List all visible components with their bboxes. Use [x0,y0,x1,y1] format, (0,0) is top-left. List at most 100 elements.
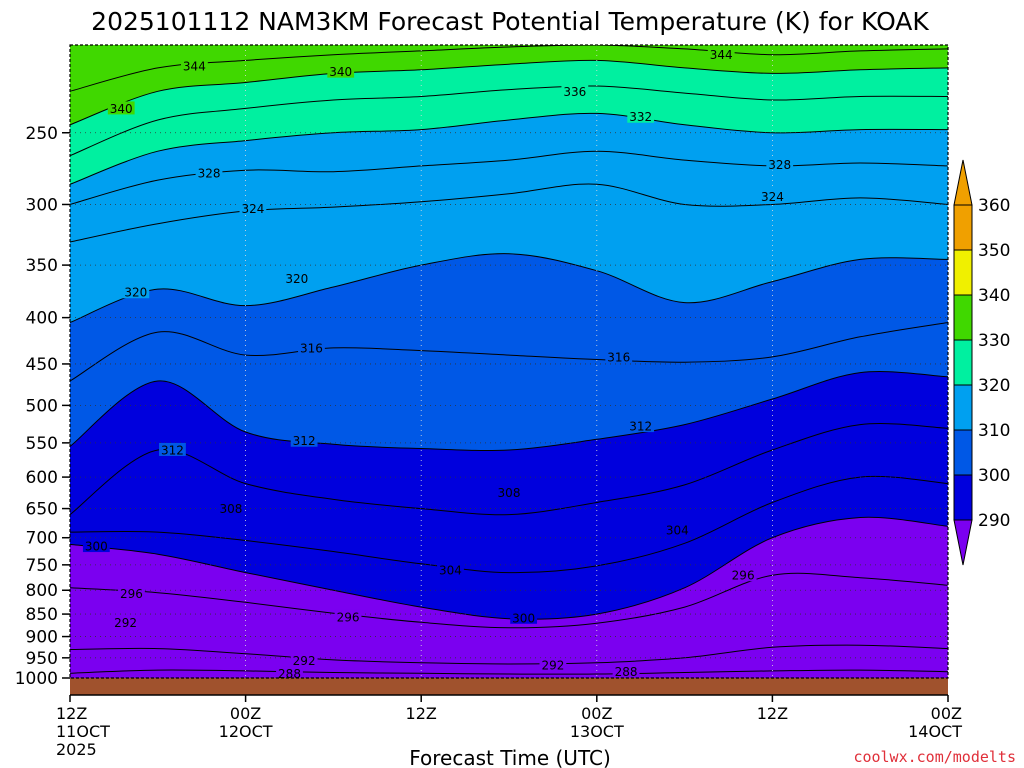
contour-label-bg [663,522,691,536]
contour-label-bg [283,271,311,285]
isentrope-line [70,85,948,157]
contour-label: 316 [300,341,323,355]
credit-text: coolwx.com/modelts [853,748,1016,766]
x-tick-label: 00Z [931,704,962,723]
x-tick-date-label: 14OCT [908,722,962,741]
x-tick-label: 12Z [757,704,788,723]
x-tick-label: 00Z [230,704,261,723]
x-tick-date-label: 11OCT [56,722,110,741]
contour-label-bg [122,285,150,299]
chart-title: 2025101112 NAM3KM Forecast Potential Tem… [91,7,929,36]
band-fill [70,45,948,92]
contour-label-bg [759,189,786,203]
contour-label: 300 [512,611,535,625]
contour-label: 344 [183,60,206,74]
y-tick-label: 600 [26,468,58,488]
contour-label: 312 [161,443,184,457]
y-tick-label: 500 [26,396,58,416]
x-tick-date-label: 13OCT [570,722,624,741]
contour-label: 304 [666,523,689,537]
y-tick-label: 450 [26,355,58,375]
contour-label-bg [118,586,145,600]
x-tick-label: 12Z [406,704,437,723]
contour-label-bg [605,349,633,363]
contour-label-bg [276,666,303,680]
contour-label: 340 [329,65,352,79]
plot-frame [69,44,949,679]
x-tick-year-label: 2025 [56,740,97,759]
contour-label: 316 [607,350,630,364]
contour-lines [70,45,948,675]
y-tick-label: 750 [26,556,58,576]
contour-label: 328 [768,158,791,172]
contour-label: 296 [732,569,755,583]
contour-label: 308 [498,486,521,500]
isentrope-line [70,423,948,516]
contour-label: 340 [110,102,133,116]
contour-label-bg [539,658,567,672]
isentrope-line [70,371,948,452]
contour-labels: 344 340 340 344 336 332 328 328 324 324 320 320 316 3… [82,47,794,681]
contour-label-bg [627,109,655,123]
contour-label: 312 [629,420,652,434]
colorbar-segment [953,384,973,431]
contour-label-bg [107,101,135,115]
contour-label-bg [298,340,325,354]
plot-area: 344 340 340 344 336 332 328 328 324 324 320 320 316 3… [69,45,949,695]
contour-label: 288 [615,665,638,679]
y-tick-label: 700 [26,529,58,549]
contour-label-bg [707,47,735,61]
x-tick-label: 12Z [56,704,87,723]
colorbar-label: 340 [978,286,1010,306]
contour-label-bg [437,563,464,577]
y-tick-label: 350 [26,256,58,276]
contour-label-bg [290,653,318,667]
contour-label-bg [627,419,655,433]
contour-label: 336 [563,85,586,99]
contour-label: 344 [710,48,733,62]
filled-contours [70,45,948,678]
contour-label: 320 [285,272,308,286]
contour-label-bg [112,615,140,629]
contour-label-bg [766,157,794,171]
colorbar-extend-low [953,519,973,566]
y-tick-label: 850 [26,605,58,625]
colorbar-label: 310 [978,421,1010,441]
colorbar-segment [953,249,973,296]
colorbar-segment [953,294,973,341]
isentrope-line [70,45,948,92]
colorbar-extend-high [953,159,973,206]
contour-label-bg [334,609,362,623]
contour-label-bg [729,568,757,582]
y-tick-label: 1000 [15,669,58,689]
contour-label: 328 [198,167,221,181]
y-tick-label: 300 [26,195,58,215]
contour-label: 324 [761,190,784,204]
contour-label-bg [561,84,589,98]
colorbar: 290 300 310 320 330 340 350 360 [953,159,1010,566]
y-tick-label: 250 [26,124,58,144]
y-tick-label: 400 [26,309,58,329]
colorbar-segment [953,429,973,476]
x-tick-label: 00Z [581,704,612,723]
contour-label: 308 [220,502,243,516]
contour-label-bg [327,64,355,78]
contour-label: 296 [120,587,143,601]
contour-label-bg [495,485,523,499]
y-tick-label: 950 [26,649,58,669]
isentrope-line [70,183,948,243]
contour-label: 292 [541,659,564,673]
contour-label: 288 [278,667,301,681]
colorbar-segment [953,204,973,251]
y-tick-label: 900 [26,628,58,648]
contour-label-bg [612,664,640,678]
contour-label: 332 [629,110,652,124]
contour-label-bg [290,433,318,447]
contour-label-bg [510,610,538,624]
isentrope-line [70,253,948,323]
contour-label-bg [195,166,223,180]
colorbar-label: 300 [978,466,1010,486]
colorbar-segment [953,339,973,386]
contour-label-bg [180,59,208,73]
contour-label: 312 [293,434,316,448]
